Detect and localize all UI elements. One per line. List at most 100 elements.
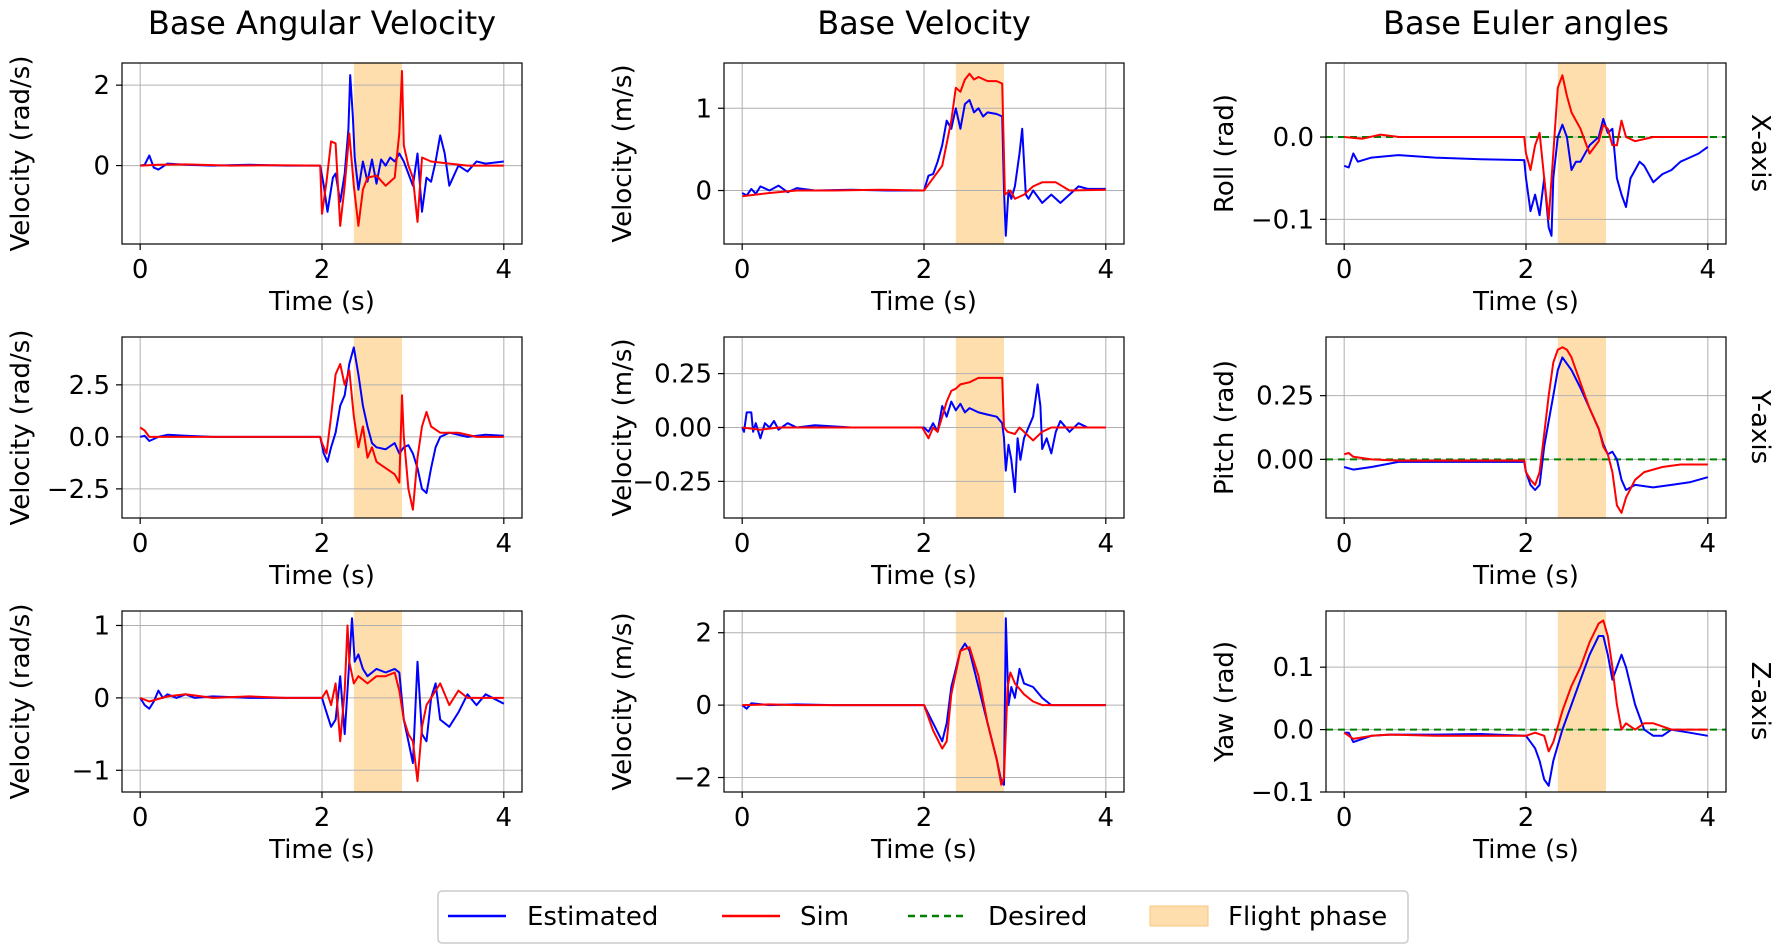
subplot-r0c0-series-sim — [140, 70, 504, 227]
subplot-r1c0-xtick-label-2: 4 — [496, 529, 513, 559]
subplot-r0c2-xtick-label-1: 2 — [1518, 255, 1535, 285]
subplot-r2c1-series-sim — [742, 646, 1106, 786]
subplot-r0c1: 0 2 4 0 1 Time (s) Velocity (m/s) — [608, 62, 1125, 317]
subplot-r1c0-xtick-label-0: 0 — [132, 529, 149, 559]
subplot-r2c1-xlabel: Time (s) — [870, 835, 977, 865]
column-title-velocity: Base Velocity — [817, 4, 1031, 42]
subplot-r1c0-ytick-label-0: 2.5 — [69, 371, 110, 401]
subplot-r0c0-ylabel: Velocity (rad/s) — [6, 56, 36, 252]
subplot-r1c2-series-sim — [1343, 346, 1708, 514]
subplot-r2c0-xtick-label-2: 4 — [496, 803, 513, 833]
subplot-r0c2-xtick-label-2: 4 — [1700, 255, 1717, 285]
legend: Estimated Sim Desired Flight phase — [437, 890, 1409, 944]
row-label-y-axis: Y-axis — [1745, 389, 1775, 464]
subplot-r1c0-ytick-label-1: 0.0 — [69, 423, 110, 453]
subplot-r1c0-ytick-label-2: −2.5 — [47, 475, 110, 505]
subplot-r2c1-ylabel: Velocity (m/s) — [608, 612, 638, 790]
subplot-r0c1-ytick-label-1: 1 — [695, 94, 712, 124]
row-label-z-axis: Z-axis — [1745, 662, 1775, 741]
subplot-r1c2-xtick-label-0: 0 — [1336, 529, 1353, 559]
subplot-r2c0-xtick-label-0: 0 — [132, 803, 149, 833]
subplot-r2c0: 0 2 4 1 0 −1 Time (s) Velocity (rad/s) — [6, 604, 523, 865]
subplot-r0c1-xtick-label-0: 0 — [734, 255, 751, 285]
subplot-r1c2: 0 2 4 0.25 0.00 Time (s) Pitch (rad) — [1210, 336, 1727, 591]
subplot-r1c1: 0 2 4 0.25 0.00 −0.25 Time (s) Velocity (m/s) — [608, 336, 1125, 591]
subplot-r2c0-ylabel: Velocity (rad/s) — [6, 604, 36, 800]
subplot-r1c2-ylabel: Pitch (rad) — [1210, 360, 1240, 495]
subplot-r2c2-xtick-label-1: 2 — [1518, 803, 1535, 833]
subplot-r2c1: 0 2 4 2 0 −2 Time (s) Velocity (m/s) — [608, 610, 1125, 865]
subplot-r1c0-xtick-label-1: 2 — [314, 529, 331, 559]
subplot-r2c1-ytick-label-1: 0 — [695, 691, 712, 721]
subplot-r1c2-ytick-label-0: 0.25 — [1256, 382, 1314, 412]
subplot-r0c0-ytick-label-1: 2 — [93, 71, 110, 101]
subplot-r1c1-xtick-label-1: 2 — [916, 529, 933, 559]
subplot-r0c0-xtick-label-0: 0 — [132, 255, 149, 285]
subplot-r2c2-ytick-label-1: 0.0 — [1273, 716, 1314, 746]
subplot-r1c1-ytick-label-2: −0.25 — [632, 467, 712, 497]
subplot-r2c2-xtick-label-2: 4 — [1700, 803, 1717, 833]
subplot-r2c0-ytick-label-1: 0 — [93, 684, 110, 714]
subplot-r1c0-xlabel: Time (s) — [268, 561, 375, 591]
subplot-r1c1-xlabel: Time (s) — [870, 561, 977, 591]
subplot-r2c2-ylabel: Yaw (rad) — [1210, 641, 1240, 763]
subplot-r2c1-ytick-label-2: −2 — [674, 764, 712, 794]
subplot-r1c2-series-estimated — [1343, 356, 1709, 491]
subplot-r2c1-ytick-label-0: 2 — [695, 619, 712, 649]
subplot-r1c1-xtick-label-0: 0 — [734, 529, 751, 559]
subplot-r2c0-series-sim — [139, 624, 504, 783]
subplot-r0c2-ytick-label-0: 0.0 — [1273, 123, 1314, 153]
subplot-r1c1-ytick-label-1: 0.00 — [654, 414, 712, 444]
subplot-r2c0-xtick-label-1: 2 — [314, 803, 331, 833]
subplot-r0c1-xlabel: Time (s) — [870, 287, 977, 317]
subplot-r2c0-flight-phase — [353, 611, 402, 792]
subplot-r1c1-series-estimated — [741, 383, 1106, 494]
subplot-r2c1-flight-phase — [955, 611, 1004, 792]
subplot-r1c2-xtick-label-1: 2 — [1518, 529, 1535, 559]
subplot-r1c2-ytick-label-1: 0.00 — [1256, 445, 1314, 475]
legend-flight-label: Flight phase — [1228, 902, 1387, 932]
subplot-r2c2-ytick-label-0: 0.1 — [1273, 653, 1314, 683]
subplot-r0c2: 0 2 4 0.0 −0.1 Time (s) Roll (rad) — [1210, 62, 1727, 317]
subplot-r0c0-xtick-label-2: 4 — [496, 255, 513, 285]
column-titles: Base Angular Velocity Base Velocity Base… — [148, 4, 1669, 42]
subplot-r0c0-xlabel: Time (s) — [268, 287, 375, 317]
subplot-r2c0-ytick-label-0: 1 — [93, 611, 110, 641]
subplot-r0c2-xtick-label-0: 0 — [1336, 255, 1353, 285]
subplot-r2c2-series-sim — [1343, 619, 1708, 753]
subplot-r0c1-xtick-label-2: 4 — [1098, 255, 1115, 285]
subplot-r1c0-ylabel: Velocity (rad/s) — [6, 330, 36, 526]
subplot-r1c0-flight-phase — [353, 337, 402, 518]
subplot-r0c2-series-estimated — [1343, 117, 1709, 237]
subplot-r2c1-xtick-label-2: 4 — [1098, 803, 1115, 833]
column-title-euler-angles: Base Euler angles — [1383, 4, 1669, 42]
legend-flight-swatch — [1149, 905, 1209, 927]
row-labels: X-axis Y-axis Z-axis — [1745, 114, 1775, 740]
subplot-r1c0-series-sim — [139, 363, 504, 511]
subplot-r1c1-series-sim — [742, 376, 1106, 442]
column-title-angular-velocity: Base Angular Velocity — [148, 4, 496, 42]
subplot-r1c1-ytick-label-0: 0.25 — [654, 360, 712, 390]
subplot-r0c2-series-sim — [1344, 74, 1708, 221]
subplot-r2c2: 0 2 4 0.1 0.0 −0.1 Time (s) Yaw (rad) — [1210, 610, 1727, 865]
subplot-r0c1-series-sim — [742, 72, 1106, 200]
legend-estimated-label: Estimated — [527, 902, 658, 932]
subplot-r2c2-ytick-label-2: −0.1 — [1251, 778, 1314, 808]
subplot-r2c0-series-estimated — [139, 617, 505, 764]
subplot-r0c1-ytick-label-0: 0 — [695, 177, 712, 207]
subplot-r0c0-flight-phase — [353, 63, 402, 244]
subplot-r0c2-ytick-label-1: −0.1 — [1251, 205, 1314, 235]
subplot-r0c0-xtick-label-1: 2 — [314, 255, 331, 285]
subplot-r2c2-xlabel: Time (s) — [1472, 835, 1579, 865]
subplot-r1c1-ylabel: Velocity (m/s) — [608, 338, 638, 516]
legend-sim-label: Sim — [800, 902, 849, 932]
subplot-r2c0-ytick-label-2: −1 — [72, 756, 110, 786]
subplot-r1c2-xlabel: Time (s) — [1472, 561, 1579, 591]
subplot-r2c2-xtick-label-0: 0 — [1336, 803, 1353, 833]
subplot-r0c0-ytick-label-0: 0 — [93, 152, 110, 182]
row-label-x-axis: X-axis — [1745, 114, 1775, 192]
subplot-r0c2-ylabel: Roll (rad) — [1210, 94, 1240, 213]
